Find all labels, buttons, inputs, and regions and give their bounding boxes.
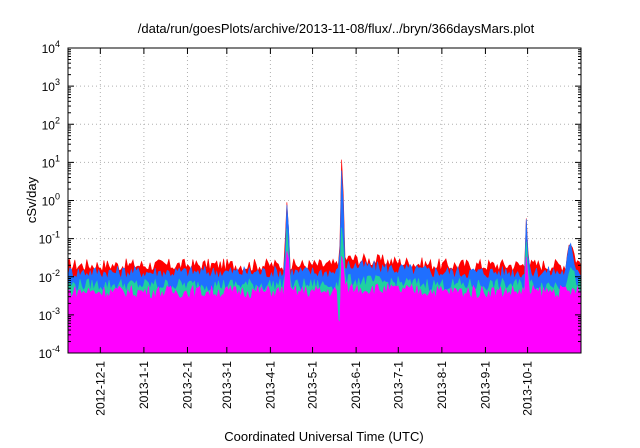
y-tick-label: 10-1 bbox=[39, 230, 60, 247]
y-tick-base: 10 bbox=[42, 195, 56, 209]
y-tick-base: 10 bbox=[42, 156, 56, 170]
chart-title: /data/run/goesPlots/archive/2013-11-08/f… bbox=[138, 21, 535, 36]
x-tick-label: 2013-10-1 bbox=[521, 361, 535, 416]
y-tick-label: 10-4 bbox=[39, 344, 60, 361]
y-tick-label: 104 bbox=[42, 39, 60, 56]
x-axis: 2012-12-1 2013-1-1 2013-2-1 2013-3-1 2013-4-… bbox=[93, 48, 535, 416]
x-tick-label: 2013-9-1 bbox=[478, 361, 492, 409]
x-tick-label: 2013-6-1 bbox=[349, 361, 363, 409]
y-tick-base: 10 bbox=[39, 271, 53, 285]
x-tick-label: 2013-4-1 bbox=[263, 361, 277, 409]
y-tick-exponent: 4 bbox=[55, 39, 60, 49]
y-tick-exponent: -4 bbox=[52, 344, 60, 354]
y-tick-base: 10 bbox=[39, 233, 53, 247]
y-tick-exponent: 0 bbox=[55, 192, 60, 202]
x-tick-label: 2013-3-1 bbox=[220, 361, 234, 409]
y-tick-label: 101 bbox=[42, 153, 60, 170]
y-tick-exponent: 1 bbox=[55, 153, 60, 163]
y-tick-base: 10 bbox=[39, 309, 53, 323]
y-tick-label: 10-2 bbox=[39, 268, 60, 285]
y-axis-label: cSv/day bbox=[24, 176, 39, 223]
series-area bbox=[68, 251, 581, 353]
y-tick-base: 10 bbox=[39, 347, 53, 361]
series-group bbox=[68, 159, 581, 353]
y-tick-exponent: -3 bbox=[52, 306, 60, 316]
y-tick-label: 103 bbox=[42, 77, 60, 94]
x-tick-label: 2012-12-1 bbox=[93, 361, 107, 416]
y-tick-label: 102 bbox=[42, 115, 60, 132]
y-tick-base: 10 bbox=[42, 118, 56, 132]
x-tick-label: 2013-1-1 bbox=[137, 361, 151, 409]
y-tick-base: 10 bbox=[42, 80, 56, 94]
y-tick-exponent: 3 bbox=[55, 77, 60, 87]
y-tick-exponent: 2 bbox=[55, 115, 60, 125]
y-tick-exponent: -2 bbox=[52, 268, 60, 278]
y-tick-label: 100 bbox=[42, 192, 60, 209]
y-tick-label: 10-3 bbox=[39, 306, 60, 323]
x-axis-label: Coordinated Universal Time (UTC) bbox=[224, 429, 423, 444]
x-tick-label: 2013-7-1 bbox=[391, 361, 405, 409]
y-tick-exponent: -1 bbox=[52, 230, 60, 240]
x-tick-label: 2013-8-1 bbox=[435, 361, 449, 409]
x-tick-label: 2013-2-1 bbox=[180, 361, 194, 409]
y-tick-base: 10 bbox=[42, 42, 56, 56]
x-tick-label: 2013-5-1 bbox=[306, 361, 320, 409]
